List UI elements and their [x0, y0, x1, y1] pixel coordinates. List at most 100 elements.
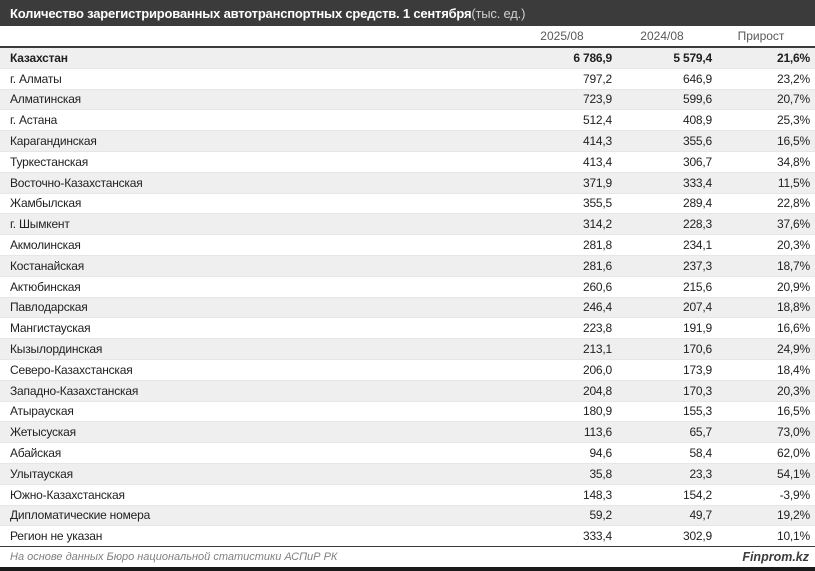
table-row: Павлодарская 246,4 207,4 18,8% — [0, 297, 815, 319]
value-2024-cell: 302,9 — [682, 529, 712, 544]
region-cell: Туркестанская — [10, 154, 89, 169]
value-2025-cell: 281,6 — [582, 258, 612, 273]
region-cell: Алматинская — [10, 92, 81, 107]
value-2024-cell: 228,3 — [682, 217, 712, 232]
growth-cell: 18,8% — [776, 300, 810, 315]
value-2025-cell: 413,4 — [582, 154, 612, 169]
value-2024-cell: 408,9 — [682, 113, 712, 128]
growth-cell: 16,5% — [776, 404, 810, 419]
value-2025-cell: 414,3 — [582, 134, 612, 149]
value-2024-cell: 355,6 — [682, 134, 712, 149]
region-cell: Мангистауская — [10, 321, 91, 336]
growth-cell: 73,0% — [776, 425, 810, 440]
value-2025-cell: 246,4 — [582, 300, 612, 315]
region-cell: Атырауская — [10, 404, 74, 419]
value-2024-cell: 289,4 — [682, 196, 712, 211]
region-cell: Жамбылская — [10, 196, 82, 211]
table-row: Атырауская 180,9 155,3 16,5% — [0, 401, 815, 423]
table-row: г. Астана 512,4 408,9 25,3% — [0, 110, 815, 132]
value-2025-cell: 797,2 — [582, 71, 612, 86]
header-column-2025-08: 2025/08 — [540, 29, 584, 43]
value-2025-cell: 6 786,9 — [573, 50, 612, 65]
region-cell: Южно-Казахстанская — [10, 487, 125, 502]
region-cell: г. Шымкент — [10, 217, 70, 232]
title-bar: Количество зарегистрированных автотрансп… — [0, 0, 815, 26]
region-cell: Северо-Казахстанская — [10, 362, 133, 377]
value-2024-cell: 49,7 — [689, 508, 712, 523]
header-column-2024-08: 2024/08 — [640, 29, 684, 43]
value-2025-cell: 281,8 — [582, 238, 612, 253]
region-cell: Улытауская — [10, 466, 73, 481]
value-2025-cell: 260,6 — [582, 279, 612, 294]
value-2024-cell: 207,4 — [682, 300, 712, 315]
growth-cell: 10,1% — [776, 529, 810, 544]
table-row: Абайская 94,6 58,4 62,0% — [0, 443, 815, 464]
value-2025-cell: 213,1 — [582, 342, 612, 357]
table-header-row: 2025/08 2024/08 Прирост — [0, 26, 815, 48]
table-row: Акмолинская 281,8 234,1 20,3% — [0, 235, 815, 256]
region-cell: Карагандинская — [10, 134, 97, 149]
region-cell: г. Астана — [10, 113, 58, 128]
table-row: г. Алматы 797,2 646,9 23,2% — [0, 68, 815, 90]
growth-cell: 20,7% — [776, 92, 810, 107]
growth-cell: 23,2% — [776, 71, 810, 86]
growth-cell: 16,6% — [776, 321, 810, 336]
growth-cell: 24,9% — [776, 342, 810, 357]
value-2024-cell: 154,2 — [682, 487, 712, 502]
growth-cell: 18,7% — [776, 258, 810, 273]
growth-cell: 21,6% — [776, 50, 810, 65]
region-cell: Западно-Казахстанская — [10, 383, 139, 398]
title-unit-label: (тыс. ед.) — [471, 5, 526, 21]
value-2024-cell: 215,6 — [682, 279, 712, 294]
region-cell: Дипломатические номера — [10, 508, 151, 523]
value-2025-cell: 355,5 — [582, 196, 612, 211]
region-cell: Жетысуская — [10, 425, 76, 440]
table-row: Западно-Казахстанская 204,8 170,3 20,3% — [0, 380, 815, 402]
table-row: Карагандинская 414,3 355,6 16,5% — [0, 131, 815, 152]
growth-cell: 20,9% — [776, 279, 810, 294]
value-2024-cell: 234,1 — [682, 238, 712, 253]
region-cell: Регион не указан — [10, 529, 103, 544]
value-2024-cell: 306,7 — [682, 154, 712, 169]
value-2025-cell: 333,4 — [582, 529, 612, 544]
growth-cell: 19,2% — [776, 508, 810, 523]
table-row: Актюбинская 260,6 215,6 20,9% — [0, 276, 815, 298]
region-cell: Казахстан — [10, 50, 68, 65]
value-2025-cell: 94,6 — [589, 446, 612, 461]
region-cell: Актюбинская — [10, 279, 81, 294]
table-row: Северо-Казахстанская 206,0 173,9 18,4% — [0, 359, 815, 381]
region-cell: Восточно-Казахстанская — [10, 175, 143, 190]
table-row: г. Шымкент 314,2 228,3 37,6% — [0, 214, 815, 236]
table-row: Казахстан 6 786,9 5 579,4 21,6% — [0, 48, 815, 69]
table-row: Мангистауская 223,8 191,9 16,6% — [0, 318, 815, 340]
value-2024-cell: 191,9 — [682, 321, 712, 336]
value-2024-cell: 237,3 — [682, 258, 712, 273]
value-2024-cell: 170,3 — [682, 383, 712, 398]
growth-cell: -3,9% — [779, 487, 811, 502]
growth-cell: 54,1% — [776, 466, 810, 481]
value-2024-cell: 155,3 — [682, 404, 712, 419]
table-row: Южно-Казахстанская 148,3 154,2 -3,9% — [0, 484, 815, 506]
value-2024-cell: 599,6 — [682, 92, 712, 107]
growth-cell: 62,0% — [776, 446, 810, 461]
region-cell: Абайская — [10, 446, 62, 461]
growth-cell: 11,5% — [777, 175, 810, 190]
page-title: Количество зарегистрированных автотрансп… — [10, 5, 472, 21]
region-cell: г. Алматы — [10, 71, 62, 86]
value-2024-cell: 333,4 — [682, 175, 712, 190]
region-cell: Павлодарская — [10, 300, 88, 315]
region-cell: Акмолинская — [10, 238, 81, 253]
value-2024-cell: 65,7 — [689, 425, 712, 440]
value-2024-cell: 646,9 — [682, 71, 712, 86]
growth-cell: 20,3% — [776, 383, 810, 398]
value-2024-cell: 173,9 — [682, 362, 712, 377]
bottom-accent-bar — [0, 567, 815, 571]
value-2025-cell: 723,9 — [582, 92, 612, 107]
value-2024-cell: 170,6 — [682, 342, 712, 357]
brand-logo: Finprom.kz — [742, 550, 809, 564]
value-2025-cell: 35,8 — [589, 466, 612, 481]
footer: На основе данных Бюро национальной стати… — [0, 546, 815, 567]
value-2025-cell: 59,2 — [589, 508, 612, 523]
table-row: Улытауская 35,8 23,3 54,1% — [0, 463, 815, 485]
